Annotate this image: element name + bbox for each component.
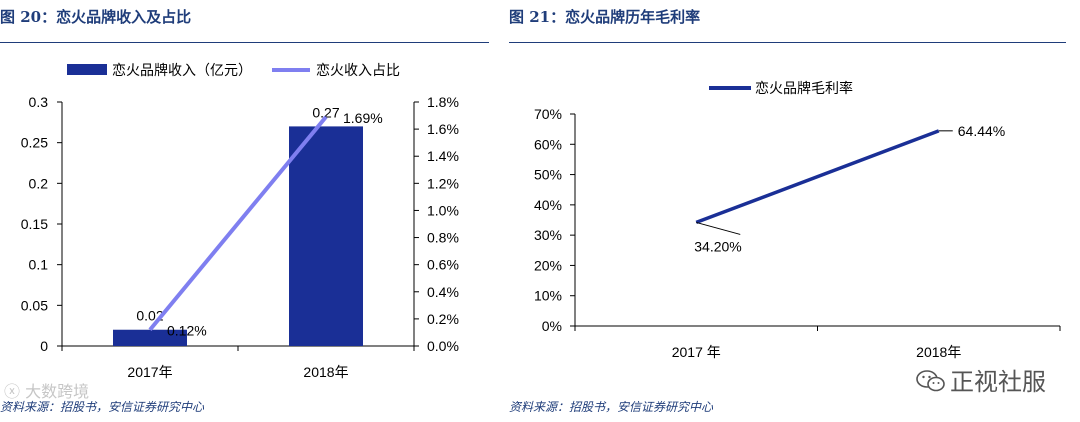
right-title-rule — [509, 42, 1066, 43]
right-watermark: 正视社服 — [916, 362, 1046, 397]
y-right-tick-label: 1.6% — [427, 121, 459, 137]
y-left-tick-label: 0.05 — [21, 297, 48, 313]
line-data-label: 0.12% — [167, 323, 207, 339]
y-left-tick-label: 0.3 — [29, 94, 49, 110]
left-figure-panel: 图 20：恋火品牌收入及占比 恋火品牌收入（亿元） 恋火收入占比 0 0.05 0.1 0… — [0, 0, 505, 422]
y-right-tick-label: 0.6% — [427, 257, 459, 273]
y-right-tick-label: 0.8% — [427, 230, 459, 246]
left-source-note: 资料来源：招股书，安信证券研究中心 — [0, 400, 205, 414]
y-right-tick-label: 0.0% — [427, 338, 459, 354]
right-source-note: 资料来源：招股书，安信证券研究中心 — [509, 400, 714, 414]
line-margin-series — [695, 129, 940, 225]
y-left-tick-label: 0.2 — [29, 175, 49, 191]
x-tick-label: 2018年 — [303, 364, 348, 380]
gross-margin-chart: 恋火品牌毛利率 0% 10% 20% 30% 40% 50% 60% 70% 2017 年 2018… — [534, 80, 1061, 360]
y-tick-label: 50% — [534, 167, 562, 183]
right-watermark-text: 正视社服 — [950, 368, 1046, 396]
line-share-series — [148, 115, 328, 332]
bar-data-label: 0.27 — [312, 104, 339, 120]
y-right-tick-label: 1.4% — [427, 148, 459, 164]
legend-swatch-revenue — [67, 64, 107, 75]
line-data-label: 34.20% — [694, 238, 741, 254]
y-right-tick-label: 0.4% — [427, 284, 459, 300]
line-data-label: 1.69% — [343, 110, 383, 126]
leader-line — [696, 221, 741, 235]
y-left-tick-label: 0 — [40, 338, 48, 354]
right-figure-title: 图 21：恋火品牌历年毛利率 — [509, 8, 701, 26]
x-tick-label: 2017 年 — [672, 344, 721, 360]
revenue-share-chart: 恋火品牌收入（亿元） 恋火收入占比 0 0.05 0.1 0.15 0.2 0.25 0.3 0.… — [21, 62, 459, 380]
bar-revenue-0 — [113, 329, 187, 346]
y-tick-label: 60% — [534, 136, 562, 152]
y-left-tick-label: 0.25 — [21, 135, 48, 151]
right-figure-panel: 图 21：恋火品牌历年毛利率 恋火品牌毛利率 0% 10% 20% 30% 40% 50% 6… — [505, 0, 1080, 422]
y-right-tick-label: 1.8% — [427, 94, 459, 110]
x-tick-label: 2017年 — [127, 364, 172, 380]
y-right-tick-label: 1.0% — [427, 202, 459, 218]
y-tick-label: 20% — [534, 257, 562, 273]
legend-label-share: 恋火收入占比 — [316, 62, 400, 78]
bar-revenue-1 — [289, 126, 363, 347]
left-figure-title: 图 20：恋火品牌收入及占比 — [0, 8, 192, 26]
left-title-rule — [0, 42, 489, 43]
y-tick-label: 0% — [542, 318, 562, 334]
legend-label-revenue: 恋火品牌收入（亿元） — [112, 62, 252, 78]
left-watermark: ⓧ 大数跨境 — [4, 378, 89, 402]
y-left-tick-label: 0.1 — [29, 257, 49, 273]
y-right-tick-label: 0.2% — [427, 311, 459, 327]
x-tick-label: 2018年 — [916, 344, 961, 360]
left-watermark-text: 大数跨境 — [25, 382, 90, 401]
y-tick-label: 70% — [534, 106, 562, 122]
wechat-icon — [916, 370, 945, 392]
y-tick-label: 40% — [534, 197, 562, 213]
line-data-label: 64.44% — [958, 123, 1005, 139]
y-tick-label: 10% — [534, 288, 562, 304]
y-right-tick-label: 1.2% — [427, 175, 459, 191]
y-tick-label: 30% — [534, 227, 562, 243]
y-left-tick-label: 0.15 — [21, 216, 48, 232]
watermark-logo-icon: ⓧ — [4, 382, 26, 401]
legend-label-margin: 恋火品牌毛利率 — [755, 80, 853, 96]
